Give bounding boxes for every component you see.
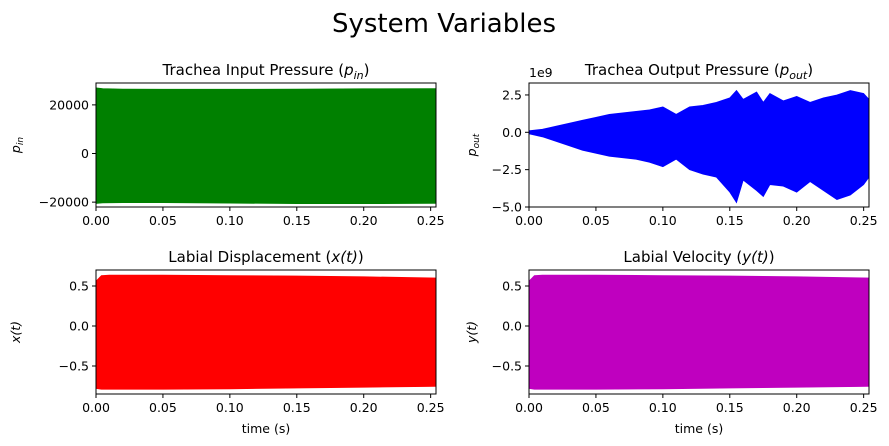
x-tick-label: 0.10 [216,400,244,415]
signal-envelope-2 [528,89,870,204]
panel-title-end: ) [769,248,775,266]
x-tick-label: 0.10 [216,213,244,228]
x-tick-label: 0.10 [649,400,677,415]
x-tick-label: 0.05 [582,213,610,228]
y-tick-label: −0.5 [492,359,522,374]
y-tick-label: −0.5 [59,359,89,374]
panel-1: 0.00 0.05 0.10 0.15 0.20 0.25 −20000 0 20000 Trac… [8,61,445,228]
x-tick-label: 0.20 [783,213,811,228]
y-axis-label-symbol: y(t) [464,321,479,344]
panel-title: Trachea Output Pressure (pout) [584,61,813,82]
panel-title-end: ) [807,61,813,79]
y-axis-label: x(t) [8,321,23,344]
signal-envelope-4 [528,274,870,390]
y-tick-label: 0.5 [502,279,522,294]
axes-frame [95,82,437,208]
x-tick-label: 0.00 [515,400,543,415]
y-tick-label: −2.5 [492,162,522,177]
x-tick-label: 0.05 [149,213,177,228]
signal-envelope-3 [95,274,437,390]
x-tick-label: 0.05 [582,400,610,415]
y-tick-label: 20000 [49,97,89,112]
axes-frame [528,82,870,208]
x-tick-label: 0.15 [283,400,311,415]
x-tick-label: 0.20 [783,400,811,415]
panel-title-subscript: in [354,69,364,82]
y-axis-label: y(t) [464,321,479,344]
x-tick-label: 0.15 [283,213,311,228]
x-tick-label: 0.20 [350,213,378,228]
panel-title-symbol: y(t) [741,248,768,266]
y-tick-label: −5.0 [492,200,522,215]
x-tick-label: 0.20 [350,400,378,415]
panel-title-symbol: x(t) [330,248,357,266]
panel-title-text: Trachea Output Pressure ( [584,61,780,79]
panel-title-symbol: p [779,61,790,79]
y-axis-label-subscript: out [472,133,482,148]
y-axis-label-symbol: p [464,148,479,157]
x-tick-label: 0.00 [82,213,110,228]
y-tick-label: 2.5 [502,87,522,102]
panel-title-text: Labial Displacement ( [168,248,331,266]
panel-title-end: ) [358,248,364,266]
y-axis-label: pout [464,133,482,157]
y-axis-label-symbol: x(t) [8,321,23,344]
x-tick-label: 0.25 [417,400,445,415]
y-axis-label-subscript: in [16,137,26,146]
panel-title-subscript: out [789,69,808,82]
x-tick-label: 0.15 [716,213,744,228]
panel-3: 0.00 0.05 0.10 0.15 0.20 0.25 −0.5 0.0 0.5 Labial… [8,248,445,436]
panel-2: 0.00 0.05 0.10 0.15 0.20 0.25 −5.0 −2.5 0.0 2.5 1e… [464,61,878,228]
panel-4: 0.00 0.05 0.10 0.15 0.20 0.25 −0.5 0.0 0.5 Labial… [464,248,878,436]
x-tick-label: 0.25 [850,213,878,228]
y-tick-label: −20000 [39,195,89,210]
x-axis-label: time (s) [675,421,723,436]
y-axis-label: pin [8,137,26,154]
x-tick-label: 0.25 [417,213,445,228]
y-tick-label: 0.5 [69,279,89,294]
x-tick-label: 0.10 [649,213,677,228]
panel-title: Labial Velocity (y(t)) [623,248,774,266]
y-tick-label: 0.0 [502,319,522,334]
signal-envelope-1 [95,87,437,204]
axes-frame [95,269,437,395]
figure-title: System Variables [332,9,556,39]
x-tick-label: 0.00 [515,213,543,228]
panel-title-end: ) [364,61,370,79]
panel-title-text: Trachea Input Pressure ( [162,61,345,79]
panel-title: Trachea Input Pressure (pin) [162,61,370,82]
x-tick-label: 0.05 [149,400,177,415]
x-tick-label: 0.15 [716,400,744,415]
y-tick-label: 0.0 [502,125,522,140]
x-axis-label: time (s) [242,421,290,436]
y-axis-label-symbol: p [8,145,23,154]
x-tick-label: 0.00 [82,400,110,415]
panel-title: Labial Displacement (x(t)) [168,248,363,266]
x-tick-label: 0.25 [850,400,878,415]
y-tick-label: 0.0 [69,319,89,334]
axes-frame [528,269,870,395]
y-offset-label: 1e9 [529,65,553,80]
panel-title-symbol: p [343,61,354,79]
panel-title-text: Labial Velocity ( [623,248,742,266]
y-tick-label: 0 [81,146,89,161]
